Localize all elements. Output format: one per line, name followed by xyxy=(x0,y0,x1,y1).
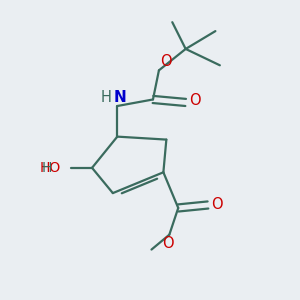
Text: O: O xyxy=(162,236,174,251)
Text: O: O xyxy=(160,54,172,69)
Text: O: O xyxy=(211,197,223,212)
Text: HO: HO xyxy=(40,161,61,175)
Text: H: H xyxy=(41,161,52,175)
Text: N: N xyxy=(113,89,126,104)
Text: H: H xyxy=(100,89,111,104)
Text: O: O xyxy=(189,94,200,109)
